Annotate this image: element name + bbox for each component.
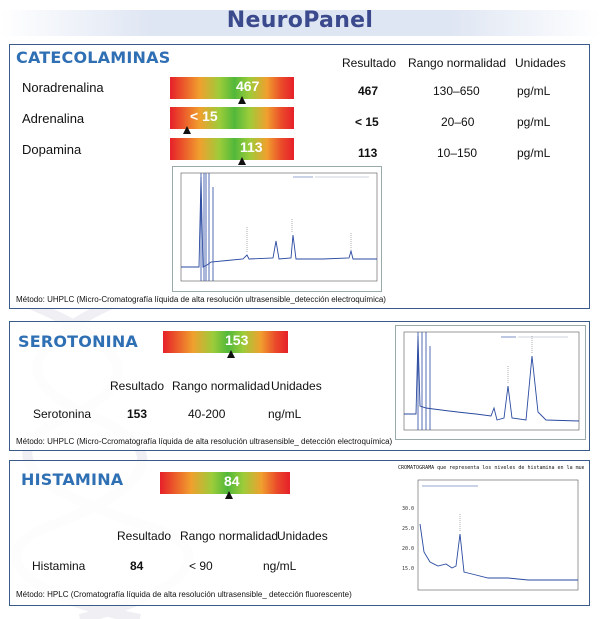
bar-value-label: 84: [224, 473, 240, 489]
header-unidades: Unidades: [271, 379, 322, 393]
chromatogram-catecolaminas: [172, 166, 382, 292]
header-resultado: Resultado: [110, 379, 165, 393]
header-resultado: Resultado: [342, 56, 397, 70]
header-rango: Rango normalidad: [408, 56, 507, 70]
range-value: 10–150: [437, 146, 478, 160]
marker-triangle: [226, 350, 235, 358]
svg-text:25.0: 25.0: [402, 526, 414, 532]
catecolaminas-title: CATECOLAMINAS: [16, 48, 171, 67]
result-value: 84: [130, 559, 144, 573]
result-value: 467: [358, 84, 379, 98]
range-value: 130–650: [433, 84, 480, 98]
range-bar-histamina: 84: [160, 472, 290, 499]
analyte-adrenalina: Adrenalina: [22, 111, 85, 126]
units-value: ng/mL: [263, 559, 297, 573]
page-title: NeuroPanel: [226, 8, 374, 33]
analyte-histamina: Histamina: [32, 559, 86, 573]
analyte-dopamina: Dopamina: [22, 142, 82, 157]
result-value: < 15: [355, 115, 379, 129]
range-value: < 90: [189, 559, 213, 573]
serotonina-title: SEROTONINA: [18, 332, 139, 351]
units-value: pg/mL: [517, 115, 551, 129]
title-band: [0, 10, 600, 36]
svg-text:30.0: 30.0: [402, 506, 414, 512]
header-rango: Rango normalidad: [172, 379, 271, 393]
range-bar-serotonina: 153: [163, 331, 288, 358]
range-value: 40-200: [188, 407, 226, 421]
method-histamina: Método: HPLC (Cromatografía líquida de a…: [16, 590, 352, 599]
chromatogram-histamina: 30.0 25.0 20.0 15.0: [402, 479, 579, 591]
bar-value-label: 113: [240, 139, 263, 155]
header-resultado: Resultado: [117, 529, 172, 543]
marker-triangle: [237, 157, 246, 165]
bar-value-label: 153: [225, 332, 249, 348]
marker-triangle: [224, 491, 233, 499]
bar-value-label: < 15: [190, 108, 218, 124]
header-rango: Rango normalidad: [180, 529, 279, 543]
bar-value-label: 467: [236, 78, 260, 94]
method-catecolaminas: Método: UHPLC (Micro-Cromatografía líqui…: [16, 295, 386, 304]
result-value: 153: [127, 407, 148, 421]
analyte-serotonina: Serotonina: [33, 407, 92, 421]
result-value: 113: [358, 146, 378, 160]
range-value: 20–60: [441, 115, 475, 129]
units-value: pg/mL: [517, 146, 551, 160]
chromatogram-caption: CROMATOGRAMA que representa los niveles …: [398, 465, 584, 471]
chromatogram-serotonina: [395, 325, 586, 440]
range-bar-dopamina: 113: [170, 138, 294, 165]
svg-text:20.0: 20.0: [402, 546, 414, 552]
marker-triangle: [237, 96, 246, 104]
marker-triangle: [183, 126, 192, 134]
units-value: ng/mL: [268, 407, 302, 421]
range-bar-adrenalina: < 15: [170, 107, 294, 134]
svg-text:15.0: 15.0: [402, 566, 414, 572]
units-value: pg/mL: [517, 84, 551, 98]
method-serotonina: Método: UHPLC (Micro-Ccromatografía líqu…: [16, 437, 393, 446]
header-unidades: Unidades: [277, 529, 328, 543]
header-unidades: Unidades: [515, 56, 566, 70]
histamina-title: HISTAMINA: [21, 470, 124, 489]
range-bar-noradrenalina: 467: [170, 77, 294, 104]
analyte-noradrenalina: Noradrenalina: [22, 80, 104, 95]
